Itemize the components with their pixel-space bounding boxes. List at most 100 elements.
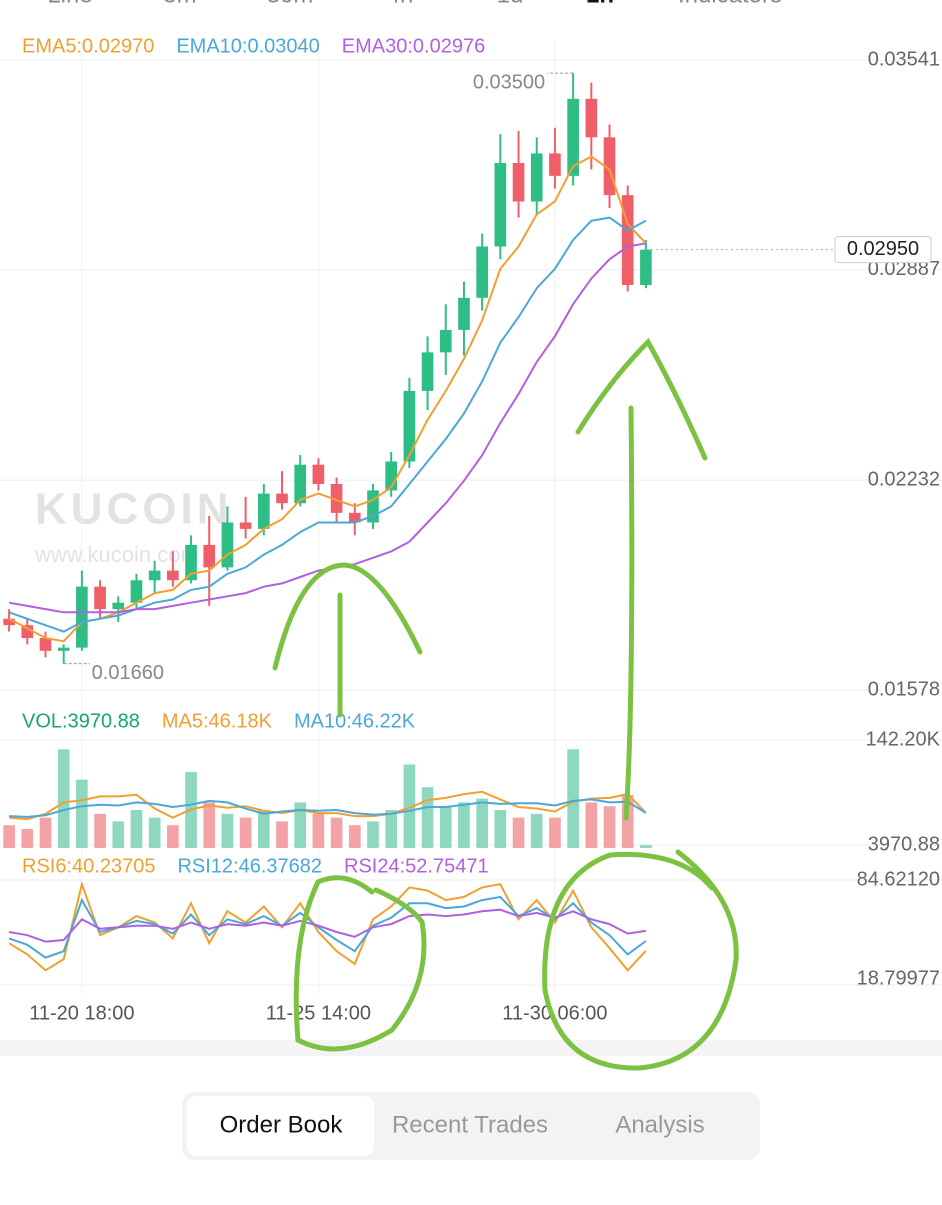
volume-bar [530,813,543,848]
candle-body [585,98,598,138]
volume-bar [239,817,252,848]
candle-body [621,195,634,285]
bottom-tab[interactable]: Analysis [615,1111,704,1138]
volume-bar [57,749,70,848]
candle-body [94,586,106,610]
volume-bar [512,817,525,848]
candle-body [549,153,561,176]
legend-entry: EMA10:0.03040 [176,35,319,57]
annotation-label: 0.01660 [92,662,164,684]
candle-body [494,163,507,247]
volume-bar [148,817,161,848]
candle-body [439,329,452,353]
y-tick-label: 18.79977 [857,967,940,989]
candle-body [348,512,361,523]
hand-arrow-shaft [623,405,635,821]
candle-body [57,647,70,651]
candle-body [185,544,197,581]
y-tick-label: 3970.88 [868,833,940,855]
x-tick-label: 11-25 14:00 [266,1002,371,1024]
volume-bar [112,821,125,848]
interval-tab[interactable]: 5m [163,0,196,8]
candle-body [421,352,434,391]
volume-bar [130,810,143,848]
interval-tab[interactable]: 4h [387,0,414,8]
volume-bar [294,802,307,848]
interval-tab[interactable]: 1d [497,0,524,8]
last-price-box [834,236,932,264]
interval-tab[interactable]: Indicators [678,0,782,8]
y-tick-label: 0.01578 [868,678,940,700]
candle-body [530,153,543,202]
volume-bar [458,802,470,848]
legend-entry: RSI24:52.75471 [344,855,489,877]
candle-body [403,390,416,462]
hand-circle [542,849,739,1071]
x-tick-label: 11-30 06:00 [502,1002,607,1024]
candle-body [21,625,34,639]
volume-bar [203,802,216,848]
volume-bar [76,779,88,848]
volume-bar [221,813,234,848]
volume-bar [94,813,106,848]
volume-bar [330,817,343,848]
volume-bar [421,787,434,848]
legend-entry: MA10:46.22K [294,710,416,732]
volume-bar [348,825,361,848]
candle-body [239,522,252,529]
volume-bar [167,825,179,848]
candle-body [257,493,270,529]
interval-tab[interactable]: Line [47,0,92,8]
candle-body [112,602,125,610]
candle-body [167,570,179,581]
y-tick-label: 84.62120 [857,868,940,890]
interval-tabs: Line 5m 30m 4h 1d 1h Indicators [47,0,782,8]
hand-arrow-head [272,562,423,671]
volume-bar [312,813,325,848]
candle-body [603,137,616,196]
candle-body [367,490,379,523]
last-price-label: 0.02950 [847,238,919,260]
indicator-line [8,216,647,633]
divider [0,1040,942,1056]
volume-bar [439,806,452,848]
hand-annotations [272,337,739,1071]
candle-body [203,544,216,568]
bottom-tab[interactable]: Recent Trades [392,1111,548,1138]
y-tick-label: 0.03541 [868,48,940,70]
indicator-line [8,908,647,943]
interval-tab[interactable]: 1h [586,0,614,8]
volume-bar [385,810,398,848]
candle-body [458,297,470,330]
volume-bar [494,810,507,848]
hand-circle [293,875,427,1052]
bottom-tab[interactable]: Order Book [220,1111,344,1138]
legend-entry: MA5:46.18K [162,710,273,732]
interval-tab[interactable]: 30m [267,0,314,8]
indicator-line [8,155,647,643]
y-tick-label: 142.20K [865,728,940,750]
y-tick-label: 0.02232 [868,468,940,490]
watermark-url: www.kucoin.com [34,542,199,567]
volume-bar [567,749,579,848]
legend-entry: EMA30:0.02976 [342,35,485,57]
annotation-label: 0.03500 [473,71,545,93]
watermark-brand: KUCOIN [35,485,233,534]
volume-bar [367,821,379,848]
candle-body [221,522,234,568]
volume-bar [257,810,270,848]
candle-body [276,493,288,504]
x-tick-label: 11-20 18:00 [29,1002,134,1024]
volume-bar [39,817,52,848]
candle-body [312,464,325,484]
legend-entry: RSI12:46.37682 [177,855,322,877]
volume-bar [549,817,561,848]
legend-entry: EMA5:0.02970 [22,35,154,57]
legend-entry: RSI6:40.23705 [22,855,155,877]
volume-bar [585,802,598,848]
legend-entry: VOL:3970.88 [22,710,140,732]
indicator-line [9,798,647,818]
candle-body [385,461,398,491]
candle-body [330,483,343,513]
